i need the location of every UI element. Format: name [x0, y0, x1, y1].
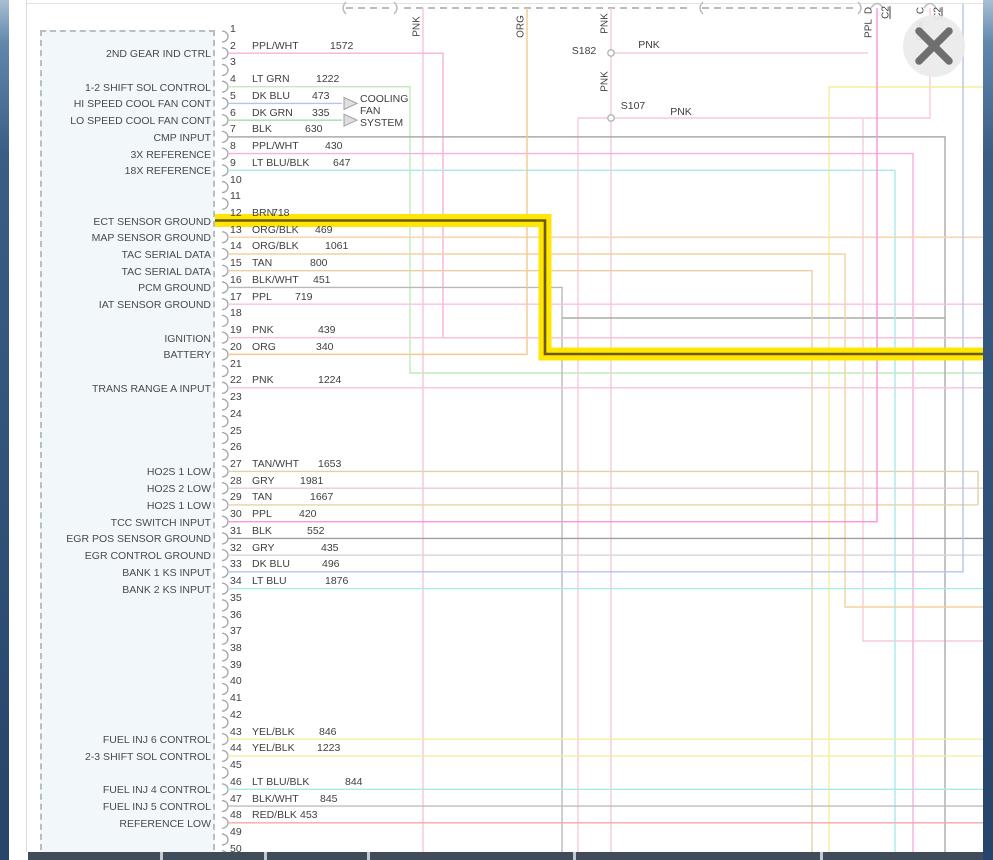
splice-dot: [607, 114, 615, 122]
highlighted-wire-core: [215, 219, 993, 356]
pin-terminal-arc: [221, 348, 229, 361]
off-page-arrow-icon: [343, 96, 359, 111]
bottom-connector-bar: [28, 852, 983, 860]
pin-terminal-arc: [221, 231, 229, 244]
connector-pin-cap-arc: [923, 2, 937, 9]
pin-wire: [228, 85, 985, 374]
pin-terminal-arc: [221, 498, 229, 512]
content-left-border: [26, 0, 27, 852]
pin-terminal-arc: [221, 314, 229, 328]
pin-terminal-arc: [221, 833, 229, 846]
pin-terminal-arc: [221, 247, 229, 261]
pin-terminal-arc: [221, 565, 229, 579]
pin-terminal-arc: [221, 615, 229, 629]
net-wire: [577, 117, 608, 852]
pin-terminal-arc: [221, 264, 229, 277]
pin-terminal-arc: [221, 749, 229, 763]
pin-terminal-arc: [221, 632, 229, 645]
pin-terminal-arc: [221, 682, 229, 696]
pin-terminal-arc: [221, 482, 229, 495]
bottom-bar-separator: [160, 852, 163, 860]
pin-terminal-arc: [221, 816, 229, 829]
pin-terminal-arc: [221, 448, 229, 461]
pin-terminal-arc: [221, 515, 229, 528]
pin-wire: [228, 286, 563, 852]
pin-terminal-arc: [221, 130, 229, 144]
pin-terminal-arc: [221, 331, 229, 344]
close-icon: [915, 27, 953, 65]
pin-terminal-arc: [221, 63, 229, 77]
pin-terminal-arc: [221, 733, 229, 746]
net-wire: [828, 86, 993, 852]
splice-dot: [607, 49, 615, 57]
pin-terminal-arc: [221, 364, 229, 378]
bottom-bar-separator: [573, 852, 576, 860]
connector-pin-cap-arc: [870, 2, 884, 9]
pin-terminal-arc: [221, 415, 229, 428]
bottom-bar-separator: [264, 852, 267, 860]
connector-corner-arc: [342, 1, 347, 15]
pin-wire: [228, 253, 993, 608]
pin-terminal-arc: [221, 80, 229, 93]
bottom-bar-separator: [820, 852, 823, 860]
pin-wire: [228, 8, 528, 356]
pin-terminal-arc: [221, 180, 229, 194]
pin-wire: [228, 8, 878, 523]
pin-terminal-arc: [221, 164, 229, 177]
connector-corner-arc: [699, 1, 704, 15]
pin-terminal-arc: [221, 799, 229, 813]
pin-terminal-arc: [221, 582, 229, 595]
pin-terminal-arc: [221, 599, 229, 612]
pin-terminal-arc: [221, 666, 229, 679]
pin-terminal-arc: [221, 532, 229, 545]
pin-wire: [228, 4, 964, 573]
pin-terminal-arc: [221, 197, 229, 210]
pin-terminal-arc: [221, 649, 229, 662]
pin-terminal-arc: [221, 298, 229, 311]
pin-terminal-arc: [221, 783, 229, 796]
window-left-border: [0, 0, 9, 860]
connector-corner-arc: [393, 1, 398, 15]
pin-terminal-arc: [221, 766, 229, 779]
window-right-border: [983, 0, 993, 860]
content-top-border: [26, 3, 983, 4]
pin-terminal-arc: [221, 381, 229, 394]
pcm-connector-box: [40, 30, 215, 860]
pin-wire: [228, 470, 979, 505]
pin-wire: [228, 136, 946, 852]
pin-terminal-arc: [221, 47, 229, 60]
pin-terminal-arc: [221, 398, 229, 411]
bottom-bar-separator: [367, 852, 370, 860]
close-button[interactable]: [903, 15, 965, 77]
pin-terminal-arc: [221, 548, 229, 562]
pin-terminal-arc: [221, 114, 229, 127]
pin-terminal-arc: [221, 97, 229, 110]
connector-corner-arc: [857, 1, 862, 15]
pin-terminal-arc: [221, 431, 229, 445]
pin-wire: [228, 169, 896, 852]
pin-terminal-arc: [221, 699, 229, 712]
off-page-arrow-icon: [343, 113, 359, 127]
net-wire: [862, 118, 993, 642]
pin-terminal-arc: [221, 30, 229, 43]
pin-terminal-arc: [221, 716, 229, 729]
net-wire: [614, 8, 931, 119]
pin-terminal-arc: [221, 465, 229, 478]
pin-wire: [228, 152, 914, 852]
pin-terminal-arc: [221, 147, 229, 160]
pin-terminal-arc: [221, 281, 229, 294]
pin-wire: [228, 270, 813, 852]
